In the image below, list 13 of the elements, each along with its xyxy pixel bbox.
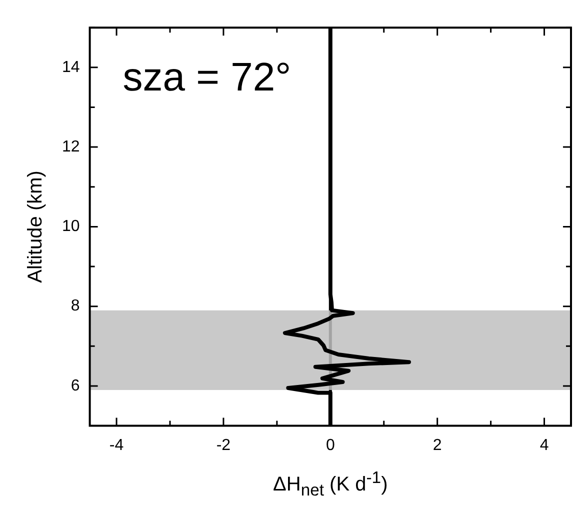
y-tick-label: 12 <box>62 138 80 156</box>
x-tick-label: 4 <box>540 436 549 454</box>
x-tick-label: -2 <box>216 436 231 454</box>
y-tick-label: 10 <box>62 218 80 236</box>
x-axis-title: ΔH$_{net}$ (K d$^{-1}$) <box>272 468 389 500</box>
y-tick-label: 14 <box>62 58 80 76</box>
y-tick-label: 8 <box>70 298 80 315</box>
annotation: sza = 72° <box>122 56 292 100</box>
x-tick-label: 0 <box>326 436 335 454</box>
y-axis-title: Altitude (km) <box>24 170 47 283</box>
x-tick-label: 2 <box>432 436 442 454</box>
y-tick-label: 6 <box>70 377 80 394</box>
x-tick-label: -4 <box>109 436 124 454</box>
